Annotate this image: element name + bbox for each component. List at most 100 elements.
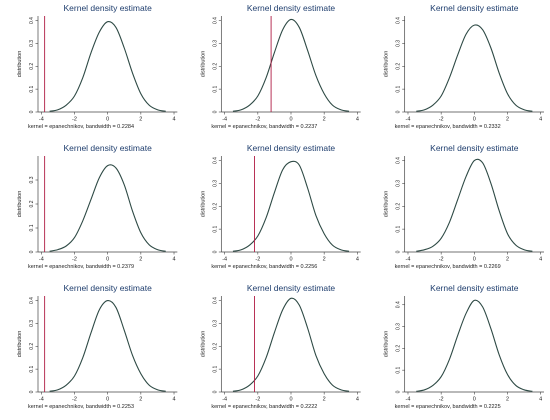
x-tick-label: -2 — [439, 117, 444, 123]
y-tick-label: 0.1 — [396, 366, 402, 373]
x-tick-label: 0 — [289, 117, 292, 123]
x-tick-label: 2 — [506, 257, 509, 263]
x-tick-label: 4 — [356, 117, 359, 123]
x-tick-label: -2 — [72, 117, 77, 123]
y-tick-label: 0.3 — [396, 323, 402, 330]
x-tick-label: 0 — [289, 257, 292, 263]
y-tick-label: 0 — [29, 390, 35, 393]
x-tick-label: 2 — [323, 117, 326, 123]
density-curve — [416, 158, 533, 252]
y-tick-label: 0.1 — [212, 85, 218, 92]
x-tick-label: -2 — [72, 257, 77, 263]
x-tick-label: -2 — [255, 117, 260, 123]
kernel-note: kernel = epanechnikov, bandwidth = 0.223… — [211, 124, 317, 130]
x-tick-label: 4 — [356, 257, 359, 263]
y-tick-label: 0.2 — [212, 63, 218, 70]
x-tick-label: -4 — [39, 397, 44, 403]
y-tick-label: 0.2 — [212, 343, 218, 350]
kde-panel-4: Kernel density estimate distribution 0 0.1 0… — [17, 143, 178, 270]
y-axis-label: distribution — [384, 331, 390, 358]
y-tick-label: 0.4 — [29, 297, 35, 304]
y-tick-label: 0.3 — [396, 180, 402, 187]
y-tick-label: 0.4 — [212, 157, 218, 164]
x-tick-label: -2 — [255, 257, 260, 263]
y-tick-label: 0 — [396, 110, 402, 113]
x-tick-label: 4 — [172, 397, 175, 403]
x-tick-label: -4 — [222, 257, 227, 263]
x-tick-label: 0 — [106, 397, 109, 403]
kde-panel-8: Kernel density estimate distribution 0 0.1 0… — [200, 283, 361, 410]
y-tick-label: 0.4 — [29, 17, 35, 24]
y-axis-label: distribution — [17, 51, 23, 78]
kernel-note: kernel = epanechnikov, bandwidth = 0.233… — [395, 124, 501, 130]
y-tick-label: 0 — [29, 110, 35, 113]
y-tick-label: 0.1 — [212, 365, 218, 372]
y-tick-label: 0.1 — [29, 85, 35, 92]
density-curve — [49, 21, 166, 112]
y-axis-label: distribution — [17, 331, 23, 358]
y-tick-label: 0.2 — [396, 203, 402, 210]
x-tick-label: 2 — [506, 117, 509, 123]
kde-panel-1: Kernel density estimate distribution 0 0.1 0… — [17, 3, 178, 130]
y-tick-label: 0 — [29, 250, 35, 253]
y-tick-label: 0.1 — [29, 224, 35, 231]
x-tick-label: -2 — [255, 397, 260, 403]
y-tick-label: 0.1 — [396, 225, 402, 232]
x-tick-label: 4 — [356, 397, 359, 403]
kde-panel-3: Kernel density estimate distribution 0 0.1 0… — [384, 3, 545, 130]
y-tick-label: 0.1 — [29, 365, 35, 372]
x-tick-label: 4 — [539, 117, 542, 123]
y-axis-label: distribution — [200, 191, 206, 218]
y-axis-label: distribution — [384, 51, 390, 78]
x-tick-label: 2 — [323, 397, 326, 403]
kernel-note: kernel = epanechnikov, bandwidth = 0.237… — [28, 264, 134, 270]
panel-title: Kernel density estimate — [247, 3, 336, 13]
y-tick-label: 0.4 — [396, 301, 402, 308]
kde-panel-5: Kernel density estimate distribution 0 0.1 0… — [200, 143, 361, 270]
panel-title: Kernel density estimate — [63, 283, 152, 293]
x-tick-label: -4 — [39, 257, 44, 263]
x-tick-label: -2 — [439, 397, 444, 403]
x-tick-label: -4 — [222, 397, 227, 403]
y-tick-label: 0.4 — [212, 17, 218, 24]
y-tick-label: 0 — [212, 390, 218, 393]
x-tick-label: 0 — [289, 397, 292, 403]
x-tick-label: 2 — [139, 257, 142, 263]
y-axis-label: distribution — [200, 331, 206, 358]
y-tick-label: 0.3 — [212, 180, 218, 187]
y-tick-label: 0 — [396, 250, 402, 253]
panel-title: Kernel density estimate — [430, 283, 519, 293]
y-tick-label: 0.2 — [396, 345, 402, 352]
y-tick-label: 0.2 — [396, 63, 402, 70]
kernel-note: kernel = epanechnikov, bandwidth = 0.222… — [395, 404, 501, 410]
density-curve — [49, 300, 166, 392]
density-curve — [49, 164, 166, 252]
y-tick-label: 0.2 — [29, 63, 35, 70]
kde-panel-6: Kernel density estimate distribution 0 0.1 0… — [384, 143, 545, 270]
x-tick-label: 2 — [139, 397, 142, 403]
y-tick-label: 0.4 — [212, 297, 218, 304]
y-tick-label: 0 — [212, 250, 218, 253]
density-curve — [232, 18, 350, 112]
panel-title: Kernel density estimate — [430, 143, 519, 153]
kde-panel-2: Kernel density estimate distribution 0 0.1 0… — [200, 3, 361, 130]
x-tick-label: 4 — [539, 397, 542, 403]
density-curve — [416, 299, 533, 392]
y-tick-label: 0 — [212, 110, 218, 113]
y-tick-label: 0.2 — [29, 343, 35, 350]
y-tick-label: 0.1 — [212, 225, 218, 232]
y-axis-label: distribution — [17, 191, 23, 218]
x-tick-label: 4 — [172, 117, 175, 123]
x-tick-label: -4 — [406, 257, 411, 263]
panel-title: Kernel density estimate — [430, 3, 519, 13]
x-tick-label: -4 — [222, 117, 227, 123]
y-axis-label: distribution — [200, 51, 206, 78]
x-tick-label: 0 — [473, 257, 476, 263]
panel-title: Kernel density estimate — [63, 143, 152, 153]
x-tick-label: 2 — [139, 117, 142, 123]
x-tick-label: 0 — [106, 257, 109, 263]
density-curve — [232, 160, 350, 252]
y-tick-label: 0.3 — [212, 40, 218, 47]
x-tick-label: 0 — [106, 117, 109, 123]
kernel-note: kernel = epanechnikov, bandwidth = 0.225… — [28, 404, 134, 410]
